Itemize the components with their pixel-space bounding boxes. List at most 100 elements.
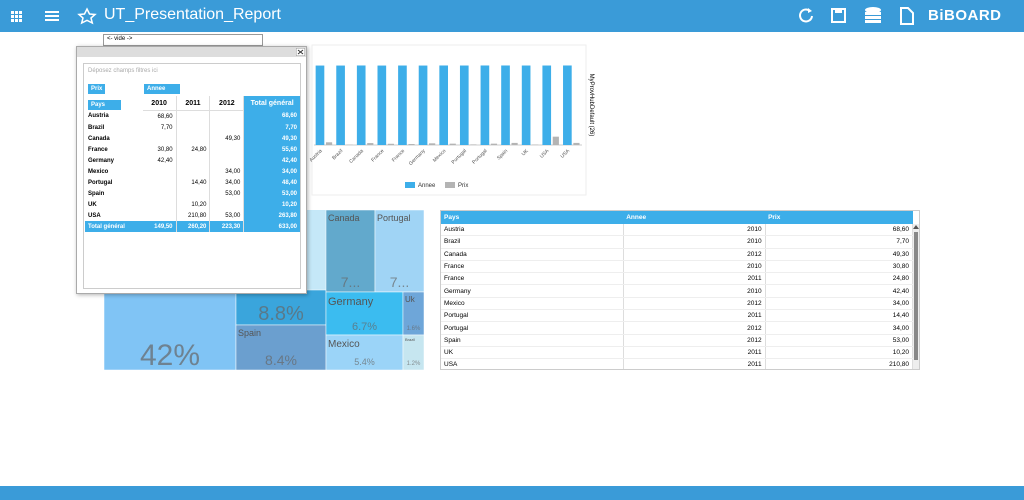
pivot-cell: 68,60: [142, 110, 177, 122]
pivot-cell: [142, 166, 177, 177]
pivot-row-label: UK: [88, 201, 97, 208]
legend-label: Annee: [418, 183, 436, 189]
treemap-value: 7...: [341, 274, 360, 290]
table-cell: Mexico: [441, 297, 624, 311]
footer: [0, 486, 1024, 500]
table-cell: 24,80: [765, 272, 914, 286]
pivot-cell: 42,40: [243, 155, 300, 166]
pivot-row: Brazil 7,70 7,70: [85, 122, 300, 133]
pivot-row-label: Spain: [88, 190, 105, 197]
report-title: UT_Presentation_Report: [104, 6, 281, 23]
bar: [336, 65, 345, 145]
pivot-row-label: Germany: [88, 157, 115, 164]
filter-box[interactable]: <- vide ->: [103, 34, 263, 46]
pivot-cell: [142, 188, 177, 199]
pivot-row-label: Brazil: [88, 124, 105, 131]
table-row: Portugal 2012 34,00: [441, 321, 914, 335]
pivot-cell: 53,00: [209, 210, 245, 221]
treemap-tile: [402, 334, 425, 371]
table-cell: Portugal: [441, 309, 624, 323]
table-cell: 34,00: [765, 321, 914, 335]
pivot-row: Germany 42,40 42,40: [85, 155, 300, 166]
pivot-row-label: Total général: [88, 223, 125, 230]
table-cell: France: [441, 272, 624, 286]
pivot-cell: 223,30: [209, 221, 245, 232]
table-cell: Austria: [441, 224, 624, 237]
scrollbar[interactable]: [912, 224, 920, 370]
table-cell: 2011: [623, 346, 766, 360]
pivot-cell: 42,40: [142, 155, 177, 166]
x-tick-label: USA: [539, 148, 551, 160]
pivot-cell: 53,00: [209, 188, 245, 199]
table-cell: 2012: [623, 321, 766, 335]
pivot-row: France 30,80 24,80 55,60: [85, 144, 300, 155]
pivot-cell: [176, 188, 211, 199]
pivot-total-row: Total général 149,50 260,20 223,30 633,00: [85, 221, 300, 232]
table-cell: 2010: [623, 235, 766, 249]
popup-titlebar: [77, 47, 306, 57]
row-chip[interactable]: Pays: [88, 100, 121, 110]
pivot-cell: 30,80: [142, 144, 177, 155]
column-chip[interactable]: Annee: [144, 84, 180, 94]
pivot-row-label: Mexico: [88, 168, 109, 175]
pivot-cell: 633,00: [243, 221, 300, 232]
header-icons: [11, 7, 97, 25]
pivot-cell: 34,00: [243, 166, 300, 177]
table-cell: 10,20: [765, 346, 914, 360]
table-row: USA 2011 210,80: [441, 358, 914, 369]
treemap-name: Canada: [328, 213, 360, 223]
pivot-cell: 34,00: [209, 177, 245, 188]
pivot-cell: 34,00: [209, 166, 245, 177]
pivot-cell: [142, 133, 177, 144]
table-cell: Canada: [441, 248, 624, 261]
pivot-table: 2010 2011 2012 Total général Austria 68,60 68,…: [85, 96, 300, 232]
pivot-row-label: Austria: [88, 113, 109, 120]
pivot-row-label: Portugal: [88, 179, 113, 186]
filter-chip[interactable]: Prix: [88, 84, 106, 94]
table-cell: 2010: [623, 260, 766, 274]
pivot-cell: 149,50: [142, 221, 177, 232]
bar: [501, 65, 510, 145]
pivot-col-header: 2011: [176, 96, 211, 111]
treemap-tile: [325, 291, 404, 336]
table-cell: 2011: [623, 272, 766, 286]
table-cell: 49,30: [765, 248, 914, 261]
pivot-cell: 49,30: [209, 133, 245, 144]
bar: [439, 65, 448, 145]
table-cell: 2010: [623, 284, 766, 298]
treemap-name: Uk: [405, 295, 416, 304]
close-button[interactable]: [296, 48, 305, 56]
x-tick-label: USA: [560, 148, 572, 160]
legend-swatch: [405, 182, 415, 188]
table-cell: UK: [441, 346, 624, 360]
x-tick-label: UK: [521, 148, 531, 158]
bar: [377, 65, 387, 145]
table-cell: 2012: [623, 334, 766, 347]
pivot-cell: 263,80: [243, 210, 300, 221]
pivot-cell: [176, 122, 211, 133]
pivot-cell: 55,60: [243, 144, 300, 155]
treemap-name: Mexico: [328, 339, 360, 350]
pivot-cell: [209, 144, 245, 155]
bar-chart: MyProvHubDefault (26) Austria Brazil Canad…: [308, 44, 594, 196]
bar: [418, 65, 428, 145]
pivot-popup: Déposez champs filtres ici Prix Annee Pa…: [76, 46, 307, 294]
table-row: Portugal 2011 14,40: [441, 309, 914, 323]
bar: [367, 143, 374, 145]
pivot-cell: [176, 155, 211, 166]
pivot-row: Austria 68,60 68,60: [85, 110, 300, 122]
table-cell: 34,00: [765, 297, 914, 311]
table-cell: 14,40: [765, 309, 914, 323]
treemap-name: Portugal: [377, 213, 411, 223]
table-row: France 2011 24,80: [441, 272, 914, 286]
filter-hint: Déposez champs filtres ici: [88, 68, 158, 74]
pivot-cell: 260,20: [176, 221, 211, 232]
table-row: Germany 2010 42,40: [441, 284, 914, 298]
table-row: Spain 2012 53,00: [441, 334, 914, 347]
bar: [356, 65, 366, 145]
table-row: Mexico 2012 34,00: [441, 297, 914, 311]
bar: [542, 65, 552, 145]
treemap-name: Spain: [238, 328, 261, 338]
table-cell: 2010: [623, 224, 766, 237]
